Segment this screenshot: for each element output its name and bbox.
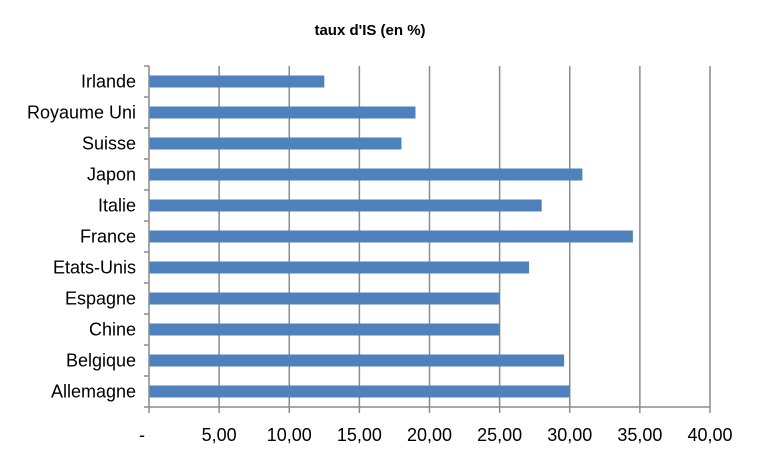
bar-chine (149, 323, 500, 336)
x-tick-label: 40,00 (687, 425, 732, 445)
chart-title: taux d'IS (en %) (314, 22, 425, 39)
category-label: Etats-Unis (53, 258, 136, 278)
axes (144, 65, 711, 413)
category-label: Irlande (81, 72, 136, 92)
x-tick-label: 10,00 (267, 425, 312, 445)
tick-labels: - 5,00 10,00 15,00 20,00 25,00 30,00 35,00 40,00 (139, 425, 733, 445)
bar-allemagne (149, 385, 570, 398)
category-label: Italie (98, 196, 136, 216)
category-label: Japon (87, 165, 136, 185)
category-label: Allemagne (51, 382, 136, 402)
x-tick-label: - (139, 425, 145, 445)
category-label: France (80, 227, 136, 247)
x-tick-label: 20,00 (407, 425, 452, 445)
x-tick-label: 15,00 (337, 425, 382, 445)
bar-espagne (149, 292, 500, 305)
bar-irlande (149, 75, 325, 88)
x-tick-label: 25,00 (477, 425, 522, 445)
bar-suisse (149, 137, 402, 150)
bar-royaume-uni (149, 106, 416, 119)
bar-etats-unis (149, 261, 530, 274)
bar-belgique (149, 354, 565, 367)
bar-italie (149, 199, 542, 212)
category-label: Royaume Uni (27, 103, 136, 123)
category-label: Espagne (65, 289, 136, 309)
x-tick-label: 35,00 (617, 425, 662, 445)
x-tick-label: 5,00 (202, 425, 237, 445)
bar-japon (149, 168, 583, 181)
x-tick-label: 30,00 (547, 425, 592, 445)
bars (149, 75, 633, 398)
bar-france (149, 230, 633, 243)
category-label: Suisse (82, 134, 136, 154)
category-label: Belgique (66, 351, 136, 371)
category-labels: Irlande Royaume Uni Suisse Japon Italie Franc… (27, 72, 136, 402)
category-label: Chine (89, 320, 136, 340)
